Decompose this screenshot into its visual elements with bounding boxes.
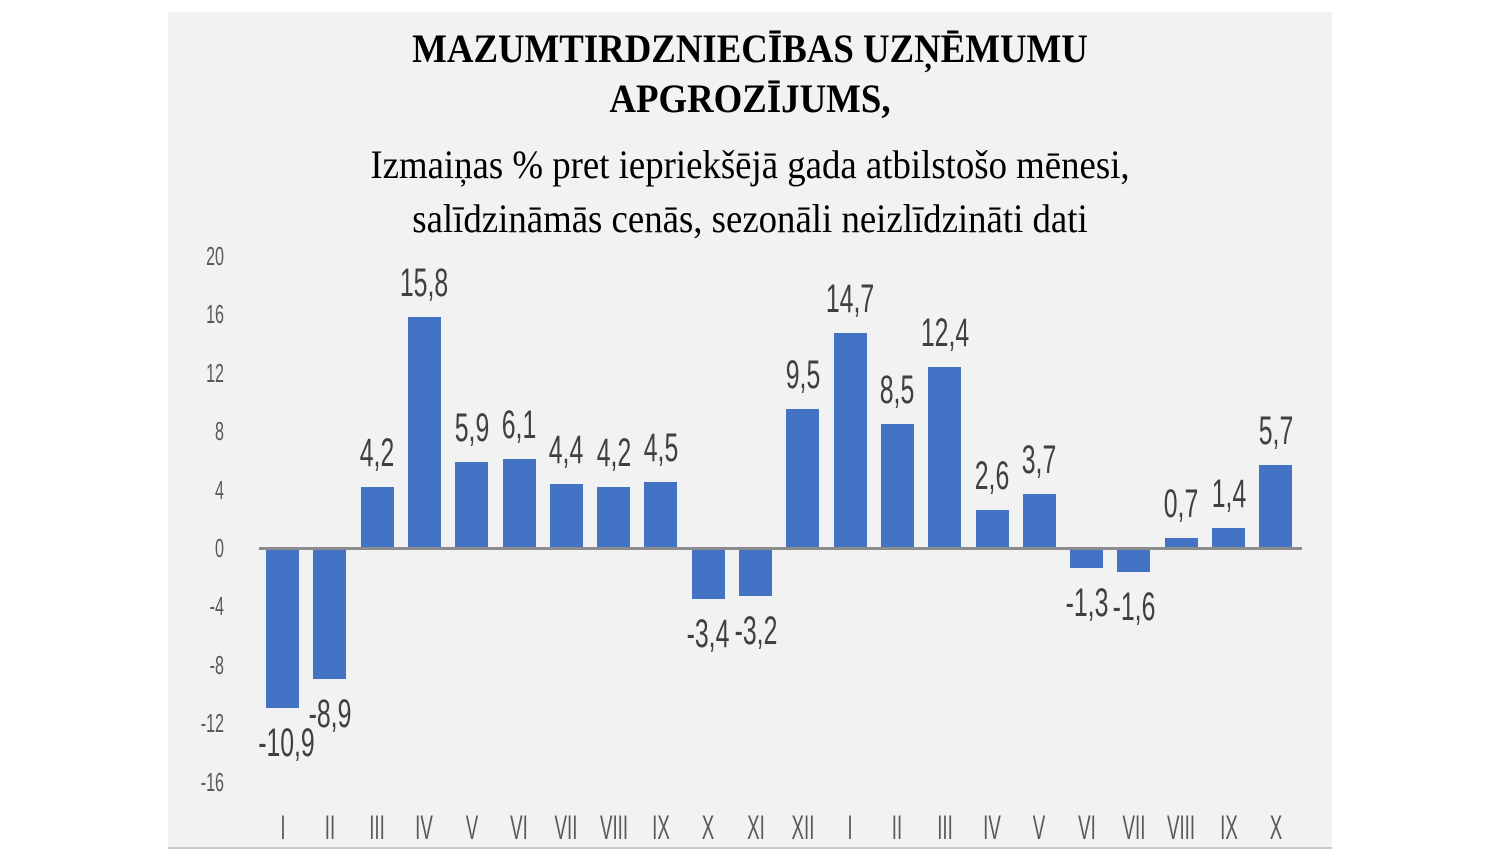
data-label: 4,2	[359, 430, 395, 475]
bar	[502, 458, 536, 548]
chart-subtitle-line-1: Izmaiņas % pret iepriekšējā gada atbilst…	[370, 142, 1130, 187]
x-tick-label: III	[936, 809, 953, 847]
data-label: 14,7	[825, 277, 875, 322]
bar	[833, 333, 867, 548]
x-tick-label: IX	[652, 809, 670, 847]
zero-axis-line	[259, 547, 1302, 550]
data-label: -8,9	[308, 691, 352, 736]
x-tick-label: II	[892, 809, 903, 847]
x-tick-label: III	[369, 809, 385, 847]
data-label: 3,7	[1022, 437, 1057, 482]
bar	[644, 482, 678, 548]
data-label: 0,7	[1163, 481, 1199, 526]
x-tick-label: V	[1033, 809, 1046, 847]
y-tick-label: 4	[215, 474, 224, 505]
x-tick-label: VI	[510, 809, 528, 847]
data-label: 9,5	[785, 353, 821, 398]
data-label: 4,5	[643, 426, 679, 471]
data-label: 4,2	[596, 430, 631, 475]
x-tick-label: IX	[1219, 809, 1238, 847]
x-tick-label: X	[701, 809, 715, 847]
x-tick-label: I	[279, 809, 286, 847]
bar	[266, 549, 299, 709]
data-label: 2,6	[974, 454, 1010, 499]
x-tick-label: IV	[983, 809, 1001, 847]
data-label: 12,4	[920, 310, 969, 355]
x-tick-label: VIII	[1167, 809, 1196, 847]
bar	[975, 510, 1009, 548]
y-tick-label: 12	[206, 357, 224, 388]
y-tick-label: 16	[206, 299, 224, 330]
y-tick-label: 20	[206, 241, 224, 271]
x-tick-label: I	[847, 809, 853, 847]
bar	[1259, 464, 1293, 548]
bar	[360, 486, 394, 548]
bar	[880, 423, 914, 548]
data-label: -1,3	[1065, 580, 1108, 625]
data-label: 5,9	[454, 405, 489, 450]
x-tick-label: VII	[554, 809, 578, 847]
x-tick-label: X	[1269, 809, 1283, 847]
x-tick-label: XI	[746, 809, 765, 847]
bar	[1164, 537, 1198, 548]
bar	[597, 486, 631, 548]
y-tick-label: 0	[215, 533, 224, 563]
bar	[549, 483, 583, 548]
data-label: 8,5	[880, 367, 915, 412]
data-label: 15,8	[400, 261, 449, 306]
bar	[691, 549, 725, 599]
x-tick-label: IV	[415, 809, 434, 847]
y-tick-label: -12	[200, 708, 224, 739]
data-label: 5,7	[1258, 408, 1294, 453]
x-tick-label: VI	[1077, 809, 1096, 847]
bar	[313, 549, 347, 679]
x-tick-label: V	[465, 809, 478, 847]
data-label: -10,9	[257, 721, 315, 766]
bar	[1212, 527, 1245, 548]
chart-title: MAZUMTIRDZNIECĪBAS UZŅĒMUMU APGROZĪJUMS,	[215, 24, 1286, 124]
bar	[1070, 549, 1104, 568]
y-tick-label: -16	[200, 766, 224, 797]
y-tick-label: 8	[215, 416, 224, 447]
chart-subtitle: Izmaiņas % pret iepriekšējā gada atbilst…	[215, 138, 1286, 246]
bar	[786, 409, 820, 548]
data-label: 4,4	[549, 427, 584, 472]
bar	[928, 366, 962, 548]
data-label: 6,1	[501, 402, 537, 447]
x-tick-label: XII	[791, 809, 815, 847]
data-label: 1,4	[1211, 471, 1246, 516]
chart-subtitle-line-2: salīdzināmās cenās, sezonāli neizlīdzinā…	[412, 196, 1088, 241]
x-tick-label: VII	[1122, 809, 1146, 847]
y-tick-label: -8	[209, 649, 224, 680]
y-tick-label: -4	[209, 591, 224, 622]
bar	[739, 549, 772, 596]
chart-title-line-1: MAZUMTIRDZNIECĪBAS UZŅĒMUMU	[412, 26, 1088, 71]
x-tick-label: VIII	[599, 809, 628, 847]
bar	[407, 317, 441, 548]
data-label: -1,6	[1112, 585, 1156, 630]
bar	[455, 461, 489, 548]
x-tick-label: II	[324, 809, 335, 847]
data-label: -3,4	[686, 611, 730, 656]
bar	[1022, 493, 1056, 548]
data-label: -3,2	[734, 608, 777, 653]
chart-title-line-2: APGROZĪJUMS,	[609, 76, 891, 121]
chart-panel: MAZUMTIRDZNIECĪBAS UZŅĒMUMU APGROZĪJUMS,…	[168, 12, 1332, 849]
bar	[1117, 549, 1151, 573]
